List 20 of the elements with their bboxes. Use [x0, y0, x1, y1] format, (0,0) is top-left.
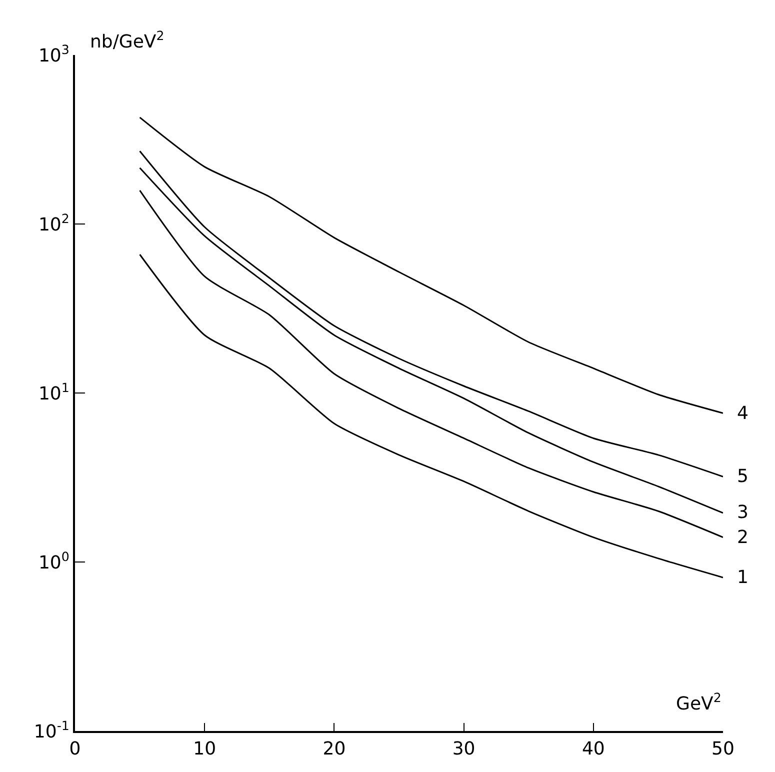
y-tick-label: 10$^{0}$ [38, 548, 70, 574]
series-label: 1 [737, 567, 748, 588]
x-axis-title: GeV$^{2}$ [676, 690, 722, 715]
y-tick-label: 10$^{-1}$ [34, 718, 70, 742]
series-label: 2 [737, 527, 748, 548]
y-axis-title: nb/GeV$^{2}$ [90, 28, 164, 53]
series-label: 5 [737, 466, 748, 487]
x-tick-label: 0 [69, 738, 81, 760]
y-tick-label: 10$^{1}$ [38, 380, 70, 404]
series-label: 4 [737, 403, 748, 424]
x-tick-label: 50 [712, 738, 734, 760]
x-tick-label: 10 [193, 738, 216, 760]
line-series [139, 254, 723, 578]
x-tick-label: 20 [322, 738, 346, 760]
x-tick-label: 30 [452, 738, 476, 760]
series-label: 3 [737, 502, 748, 523]
x-tick-label: 40 [582, 738, 605, 760]
line-series [139, 116, 723, 414]
y-tick-label: 10$^{3}$ [38, 42, 70, 66]
y-tick-label: 10$^{2}$ [38, 210, 70, 236]
